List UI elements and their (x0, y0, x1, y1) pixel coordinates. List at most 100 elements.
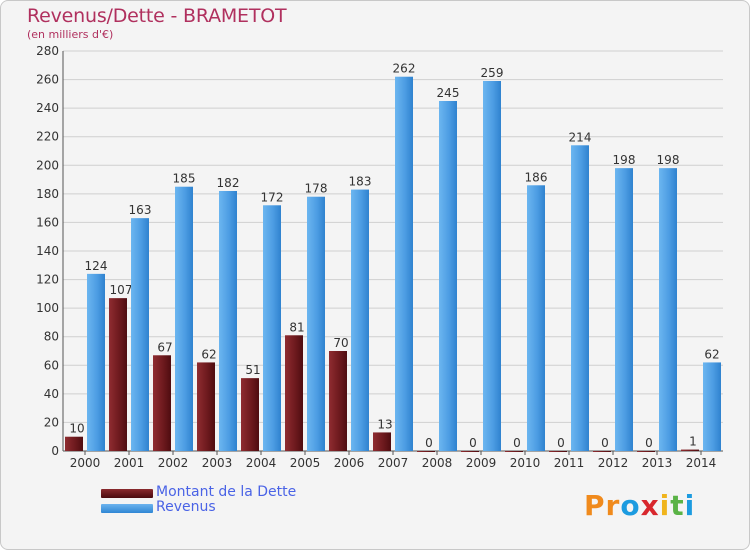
bar-revenue (439, 101, 457, 451)
bar-debt (153, 355, 171, 451)
proxiti-logo-letter: r (605, 489, 621, 522)
x-tick-label: 2005 (290, 456, 321, 470)
bar-revenue (615, 168, 633, 451)
y-tick-label: 120 (36, 273, 59, 287)
data-label-revenue: 198 (657, 153, 680, 167)
data-label-debt: 0 (469, 436, 477, 450)
proxiti-logo-letter: o (620, 489, 641, 522)
x-tick-label: 2014 (686, 456, 717, 470)
x-tick-label: 2006 (334, 456, 365, 470)
x-tick-label: 2010 (510, 456, 541, 470)
x-tick-label: 2002 (158, 456, 189, 470)
bar-revenue (571, 145, 589, 452)
chart-title: Revenus/Dette - BRAMETOT (27, 5, 287, 27)
data-label-debt: 81 (289, 320, 304, 334)
x-tick-label: 2003 (202, 456, 233, 470)
data-label-debt: 10 (69, 422, 84, 436)
data-label-revenue: 172 (261, 190, 284, 204)
bar-debt (505, 451, 523, 452)
data-label-debt: 67 (157, 340, 172, 354)
bar-revenue (483, 81, 501, 451)
bar-debt (549, 451, 567, 452)
legend-swatch-debt (101, 489, 153, 498)
data-label-debt: 0 (513, 436, 521, 450)
x-tick-label: 2011 (554, 456, 585, 470)
y-tick-label: 200 (36, 158, 59, 172)
y-tick-label: 140 (36, 244, 59, 258)
data-label-revenue: 62 (704, 347, 719, 361)
bar-revenue (659, 168, 677, 451)
y-tick-label: 180 (36, 187, 59, 201)
legend-swatch-revenue (101, 504, 153, 513)
data-label-debt: 0 (645, 436, 653, 450)
bar-revenue (351, 189, 369, 452)
data-label-revenue: 178 (305, 182, 328, 196)
bar-revenue (703, 362, 721, 451)
y-tick-label: 220 (36, 130, 59, 144)
x-tick-label: 2013 (642, 456, 673, 470)
y-tick-label: 160 (36, 215, 59, 229)
bar-debt (197, 362, 215, 451)
bar-revenue (87, 273, 105, 451)
data-label-revenue: 186 (525, 170, 548, 184)
bar-debt (329, 351, 347, 451)
bar-debt (593, 451, 611, 452)
data-label-debt: 51 (245, 363, 260, 377)
data-label-revenue: 214 (569, 130, 592, 144)
x-tick-label: 2000 (70, 456, 101, 470)
data-label-revenue: 182 (217, 176, 240, 190)
bar-debt (637, 451, 655, 452)
proxiti-logo-letter: P (584, 489, 606, 522)
data-label-debt: 0 (557, 436, 565, 450)
data-label-debt: 13 (377, 417, 392, 431)
data-label-debt: 0 (425, 436, 433, 450)
data-label-revenue: 124 (85, 259, 108, 273)
y-tick-label: 20 (44, 415, 59, 429)
data-label-revenue: 198 (613, 153, 636, 167)
data-label-debt: 1 (689, 435, 697, 449)
proxiti-logo-letter: t (670, 489, 685, 522)
bar-debt (417, 451, 435, 452)
x-tick-label: 2009 (466, 456, 497, 470)
data-label-debt: 0 (601, 436, 609, 450)
bar-debt (65, 436, 83, 451)
bar-revenue (395, 76, 413, 451)
y-tick-label: 40 (44, 387, 59, 401)
bar-debt (109, 298, 127, 451)
data-label-revenue: 163 (129, 203, 152, 217)
x-tick-label: 2007 (378, 456, 409, 470)
data-label-revenue: 262 (393, 62, 416, 76)
bar-debt (241, 378, 259, 451)
x-tick-label: 2001 (114, 456, 145, 470)
proxiti-logo: Proxiti (584, 489, 695, 522)
y-tick-label: 100 (36, 301, 59, 315)
data-label-revenue: 183 (349, 175, 372, 189)
y-tick-label: 240 (36, 101, 59, 115)
data-label-revenue: 185 (173, 172, 196, 186)
y-tick-label: 0 (51, 444, 59, 458)
bar-debt (373, 432, 391, 451)
bar-revenue (131, 218, 149, 451)
y-tick-label: 280 (36, 44, 59, 58)
x-tick-label: 2004 (246, 456, 277, 470)
y-tick-label: 80 (44, 330, 59, 344)
proxiti-logo-letter: x (640, 489, 660, 522)
proxiti-logo-letter: i (659, 489, 671, 522)
bar-revenue (307, 196, 325, 451)
data-label-debt: 62 (201, 347, 216, 361)
data-label-revenue: 245 (437, 86, 460, 100)
legend-label-revenue: Revenus (156, 499, 216, 515)
data-label-revenue: 259 (481, 66, 504, 80)
bar-debt (461, 451, 479, 452)
bar-revenue (263, 205, 281, 451)
y-tick-label: 260 (36, 73, 59, 87)
proxiti-logo-letter: i (684, 489, 696, 522)
bar-revenue (175, 186, 193, 451)
y-tick-label: 60 (44, 358, 59, 372)
x-tick-label: 2012 (598, 456, 629, 470)
legend-label-debt: Montant de la Dette (156, 484, 297, 500)
bar-debt (681, 449, 699, 451)
bar-debt (285, 335, 303, 451)
